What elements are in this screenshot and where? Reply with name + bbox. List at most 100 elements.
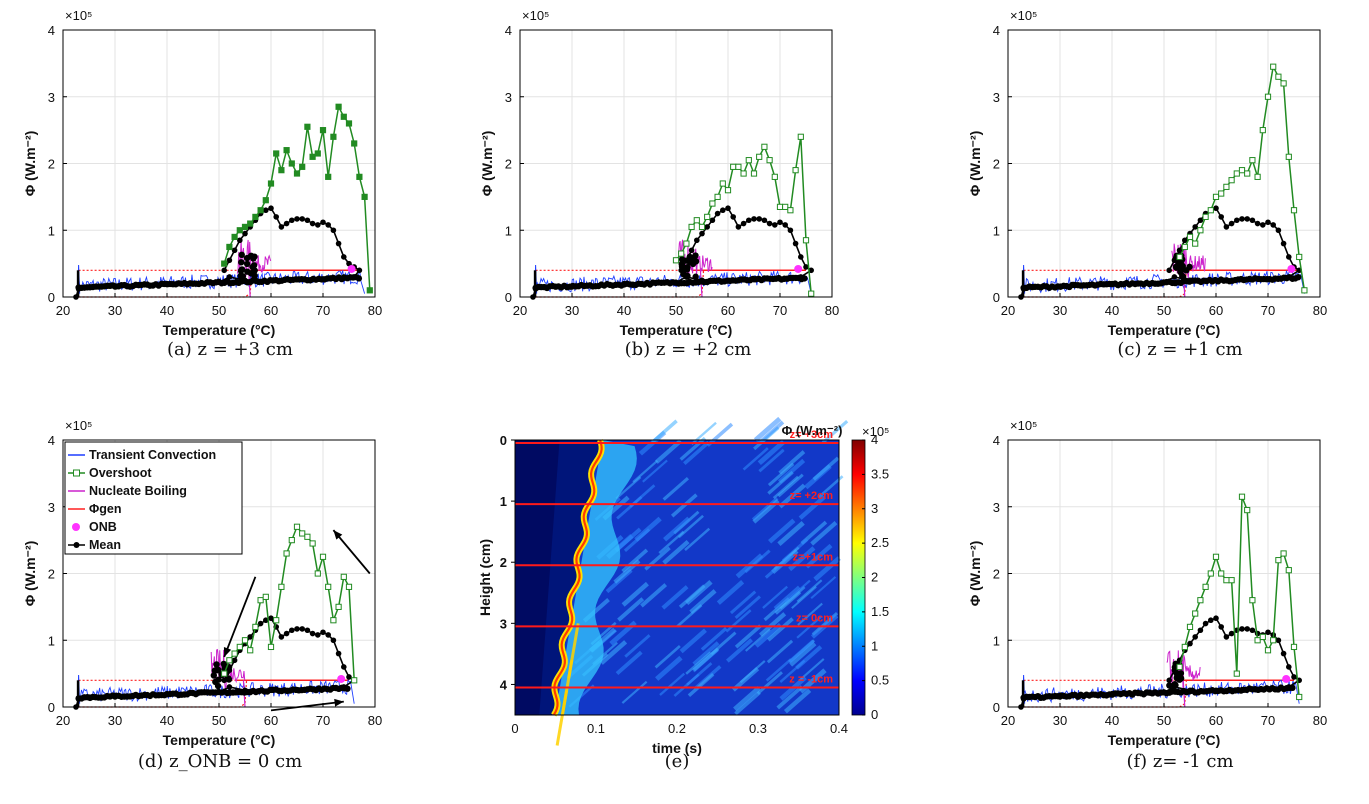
heatmap-streak bbox=[787, 639, 815, 664]
heatmap-streak bbox=[777, 473, 804, 498]
x-tick-label: 50 bbox=[1157, 713, 1171, 728]
heatmap-streak bbox=[762, 585, 788, 609]
heatmap-streak bbox=[689, 589, 717, 614]
heatmap-streak bbox=[784, 579, 811, 603]
mean-point bbox=[1249, 627, 1256, 634]
mean-point bbox=[777, 276, 783, 282]
height-marker-label: z= +2cm bbox=[790, 490, 834, 502]
overshoot-point bbox=[1244, 506, 1251, 514]
heatmap-streak bbox=[690, 421, 717, 446]
overshoot-point bbox=[1290, 643, 1298, 651]
x-tick-label: 30 bbox=[1053, 303, 1067, 318]
heatmap-streak bbox=[621, 548, 649, 573]
overshoot-point bbox=[1285, 153, 1292, 160]
heatmap-streak bbox=[684, 527, 711, 551]
mean-point bbox=[690, 254, 697, 262]
heatmap-streak bbox=[692, 641, 720, 666]
mean-point bbox=[346, 260, 352, 267]
mean-point bbox=[740, 220, 747, 227]
overshoot-point bbox=[1275, 73, 1282, 80]
mean-point bbox=[1218, 624, 1224, 630]
overshoot-point bbox=[1296, 693, 1303, 701]
mean-point bbox=[1275, 637, 1282, 644]
overshoot-point bbox=[325, 173, 332, 180]
heatmap-streak bbox=[716, 580, 745, 605]
y-tick-label: 0 bbox=[500, 433, 507, 448]
heatmap-streak bbox=[810, 521, 838, 546]
mean-point bbox=[782, 222, 788, 228]
overshoot-point bbox=[750, 170, 758, 177]
overshoot-point bbox=[304, 123, 311, 130]
y-tick-label: 2 bbox=[993, 157, 1000, 172]
mean-point bbox=[112, 694, 118, 700]
mean-point bbox=[320, 629, 326, 636]
mean-point bbox=[231, 247, 238, 254]
overshoot-point bbox=[724, 187, 732, 194]
overshoot-point bbox=[221, 670, 228, 677]
y-tick-label: 3 bbox=[993, 500, 1000, 515]
mean-point bbox=[238, 259, 245, 266]
heatmap-streak bbox=[757, 440, 786, 466]
x-tick-label: 20 bbox=[56, 713, 70, 728]
mean-point bbox=[686, 258, 694, 266]
heatmap-streak bbox=[726, 638, 753, 663]
x-axis-label: time (s) bbox=[652, 740, 702, 756]
overshoot-point bbox=[1280, 80, 1287, 87]
mean-point bbox=[268, 205, 274, 212]
mean-point bbox=[1166, 267, 1172, 274]
overshoot-point bbox=[766, 157, 773, 164]
mean-point bbox=[1187, 687, 1193, 694]
colorbar-title: Φ (W.m⁻²) bbox=[782, 423, 843, 438]
x-tick-label: 0.3 bbox=[749, 721, 767, 736]
mean-point bbox=[1166, 677, 1172, 684]
overshoot-point bbox=[1238, 493, 1246, 500]
mean-point bbox=[1218, 214, 1224, 220]
overshoot-point bbox=[262, 593, 269, 600]
x-tick-label: 20 bbox=[1001, 713, 1015, 728]
x-tick-label: 50 bbox=[1157, 303, 1171, 318]
heatmap-streak bbox=[662, 476, 690, 501]
heatmap-front bbox=[552, 439, 603, 716]
heatmap-streak bbox=[663, 516, 691, 542]
overshoot-point bbox=[698, 223, 706, 231]
mean-point bbox=[164, 280, 170, 287]
mean-point bbox=[1177, 670, 1185, 677]
mean-point bbox=[1228, 220, 1235, 227]
panel-b: 20 30 40 50 60 70 80 0 1 2 3 4 ×10⁵ Temperature (°C) Φ… bbox=[479, 8, 839, 360]
mean-point bbox=[1239, 276, 1245, 283]
overshoot-point bbox=[262, 197, 269, 204]
y-tick-label: 1 bbox=[48, 633, 55, 648]
y-multiplier: ×10⁵ bbox=[1010, 8, 1037, 23]
panel-caption: (e) bbox=[665, 751, 690, 772]
heatmap-streak bbox=[773, 585, 801, 610]
heatmap-streak bbox=[789, 641, 817, 667]
arrow bbox=[270, 700, 344, 712]
y-tick-label: 0 bbox=[993, 700, 1000, 715]
mean-point bbox=[210, 672, 218, 679]
heatmap-streak bbox=[798, 495, 826, 520]
overshoot-point bbox=[283, 550, 290, 557]
heatmap-streak bbox=[751, 496, 779, 521]
overshoot-point bbox=[714, 193, 721, 200]
overshoot-point bbox=[325, 583, 332, 590]
overshoot-point bbox=[1259, 633, 1266, 641]
heatmap-streak bbox=[753, 416, 782, 442]
overshoot-point bbox=[247, 220, 254, 227]
legend-entry: Φgen bbox=[89, 502, 121, 516]
x-tick-label: 60 bbox=[1209, 713, 1223, 728]
heatmap-streak bbox=[810, 576, 837, 600]
colorbar-tick-label: 2.5 bbox=[871, 535, 889, 550]
mean-point bbox=[1270, 222, 1276, 228]
mean-point bbox=[1109, 280, 1115, 287]
mean-point bbox=[1057, 284, 1063, 290]
panel-caption: (d) z_ONB = 0 cm bbox=[138, 751, 302, 772]
y-tick-label: 3 bbox=[48, 90, 55, 105]
y-tick-label: 4 bbox=[505, 23, 512, 38]
legend-entry: Nucleate Boiling bbox=[89, 484, 187, 498]
mean-point bbox=[694, 237, 700, 244]
y-tick-label: 4 bbox=[48, 433, 55, 448]
overshoot-series bbox=[1178, 64, 1306, 291]
mean-point bbox=[792, 240, 799, 247]
overshoot-point bbox=[273, 617, 280, 624]
mean-point bbox=[1254, 220, 1261, 227]
